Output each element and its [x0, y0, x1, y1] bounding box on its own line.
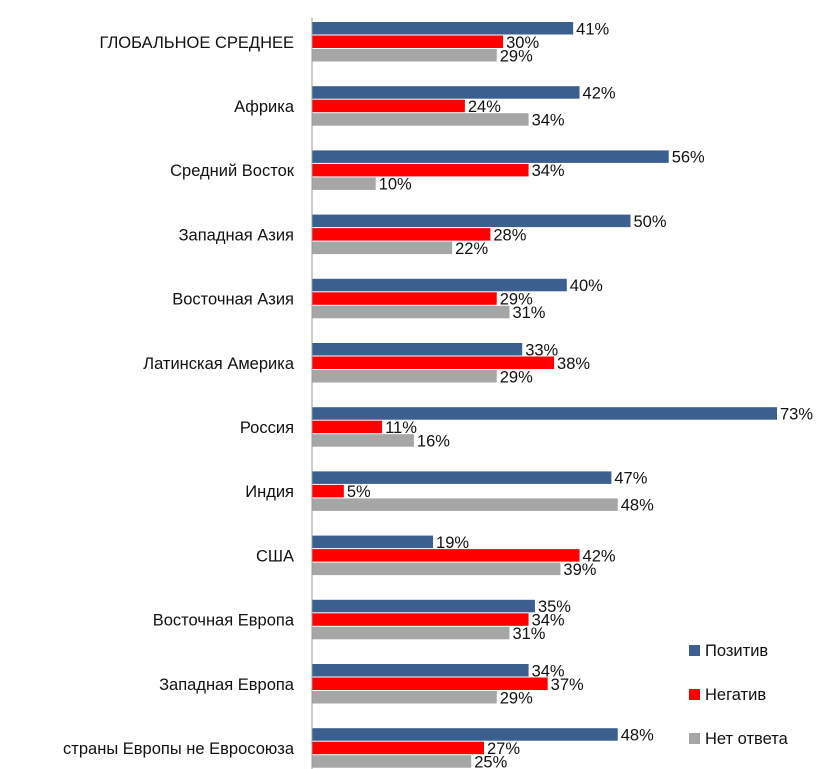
bar — [312, 49, 497, 62]
bar — [312, 485, 344, 498]
category-label: США — [256, 547, 294, 565]
category-label: Африка — [234, 98, 295, 116]
bar — [312, 150, 669, 163]
category-label: Восточная Азия — [172, 291, 294, 309]
bar — [312, 343, 522, 356]
data-label: 47% — [614, 470, 647, 488]
category-label: Западная Азия — [179, 226, 294, 244]
data-label: 50% — [633, 213, 666, 231]
data-label: 37% — [551, 676, 584, 694]
bar — [312, 279, 567, 292]
category-label: Восточная Европа — [153, 612, 295, 630]
data-label: 34% — [532, 162, 565, 180]
bar — [312, 563, 560, 576]
category-label: ГЛОБАЛЬНОЕ СРЕДНЕЕ — [99, 34, 294, 52]
data-label: 25% — [474, 753, 507, 769]
data-label: 5% — [347, 483, 371, 501]
bar — [312, 742, 484, 755]
data-label: 33% — [525, 341, 558, 359]
data-label: 34% — [532, 111, 565, 129]
category-labels: ГЛОБАЛЬНОЕ СРЕДНЕЕ Африка Средний Восток За… — [63, 34, 295, 758]
bar — [312, 600, 535, 613]
data-label: 38% — [557, 355, 590, 373]
category-label: Индия — [245, 483, 294, 501]
category-label: Россия — [240, 419, 294, 437]
category-label: страны Европы не Евросоюза — [63, 740, 295, 758]
data-label: 19% — [436, 534, 469, 552]
legend-label: Негатив — [705, 686, 766, 704]
data-label: 48% — [621, 497, 654, 515]
bar — [312, 627, 509, 640]
category-label: Западная Европа — [159, 676, 295, 694]
data-label: 39% — [563, 561, 596, 579]
bar — [312, 292, 497, 305]
bar — [312, 755, 471, 768]
data-label: 29% — [500, 689, 533, 707]
bar — [312, 215, 630, 228]
category-label: Средний Восток — [170, 162, 295, 180]
data-label: 42% — [583, 84, 616, 102]
bar — [312, 86, 580, 99]
bar — [312, 370, 497, 383]
bar — [312, 177, 376, 190]
data-label: 29% — [500, 47, 533, 65]
data-label: 48% — [621, 726, 654, 744]
data-label: 29% — [500, 368, 533, 386]
bar — [312, 357, 554, 370]
bar — [312, 691, 497, 704]
legend-swatch — [689, 645, 700, 656]
data-label: 41% — [576, 20, 609, 38]
legend: Позитив Негатив Нет ответа — [689, 642, 789, 748]
legend-label: Нет ответа — [705, 730, 789, 748]
data-label: 40% — [570, 277, 603, 295]
data-label: 56% — [672, 149, 705, 167]
data-label: 73% — [780, 405, 813, 423]
data-label: 28% — [493, 226, 526, 244]
data-label: 31% — [512, 304, 545, 322]
bar — [312, 613, 529, 626]
data-label: 11% — [385, 419, 417, 437]
bar — [312, 100, 465, 113]
data-label: 10% — [379, 176, 412, 194]
legend-label: Позитив — [705, 642, 768, 660]
legend-swatch — [689, 689, 700, 700]
bar — [312, 36, 503, 49]
bar — [312, 306, 509, 319]
bar — [312, 471, 611, 484]
bar — [312, 242, 452, 255]
bar — [312, 536, 433, 549]
bar — [312, 728, 618, 741]
bar — [312, 678, 548, 691]
data-label: 31% — [512, 625, 545, 643]
data-label: 24% — [468, 98, 501, 116]
bar — [312, 407, 777, 420]
data-label: 22% — [455, 240, 488, 258]
bar — [312, 421, 382, 434]
category-label: Латинская Америка — [143, 355, 295, 373]
data-label: 16% — [417, 432, 450, 450]
legend-swatch — [689, 733, 700, 744]
bar — [312, 664, 529, 677]
bar — [312, 228, 490, 241]
bar — [312, 22, 573, 35]
bar — [312, 164, 529, 177]
